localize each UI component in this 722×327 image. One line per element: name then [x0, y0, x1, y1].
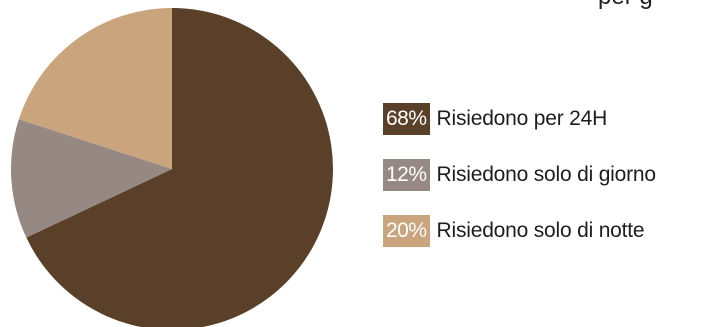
legend-label: Risiedono solo di notte	[436, 219, 645, 242]
legend-pct-badge: 20%	[383, 215, 430, 247]
pie-slice-0	[26, 8, 333, 327]
legend-label: Risiedono solo di giorno	[436, 163, 657, 186]
pie-slice-2	[18, 8, 173, 169]
legend-label: Risiedono per 24H	[436, 107, 608, 130]
legend-pct-badge: 68%	[383, 103, 430, 135]
legend-pct-badge: 12%	[383, 159, 430, 191]
legend: 68% Risiedono per 24H 12% Risiedono solo…	[383, 101, 656, 269]
legend-item-giorno: 12% Risiedono solo di giorno	[383, 157, 656, 193]
top-text-fragment: per g	[598, 0, 653, 11]
legend-item-24h: 68% Risiedono per 24H	[383, 101, 656, 137]
pie-slice-1	[10, 119, 173, 238]
legend-item-notte: 20% Risiedono solo di notte	[383, 213, 656, 249]
